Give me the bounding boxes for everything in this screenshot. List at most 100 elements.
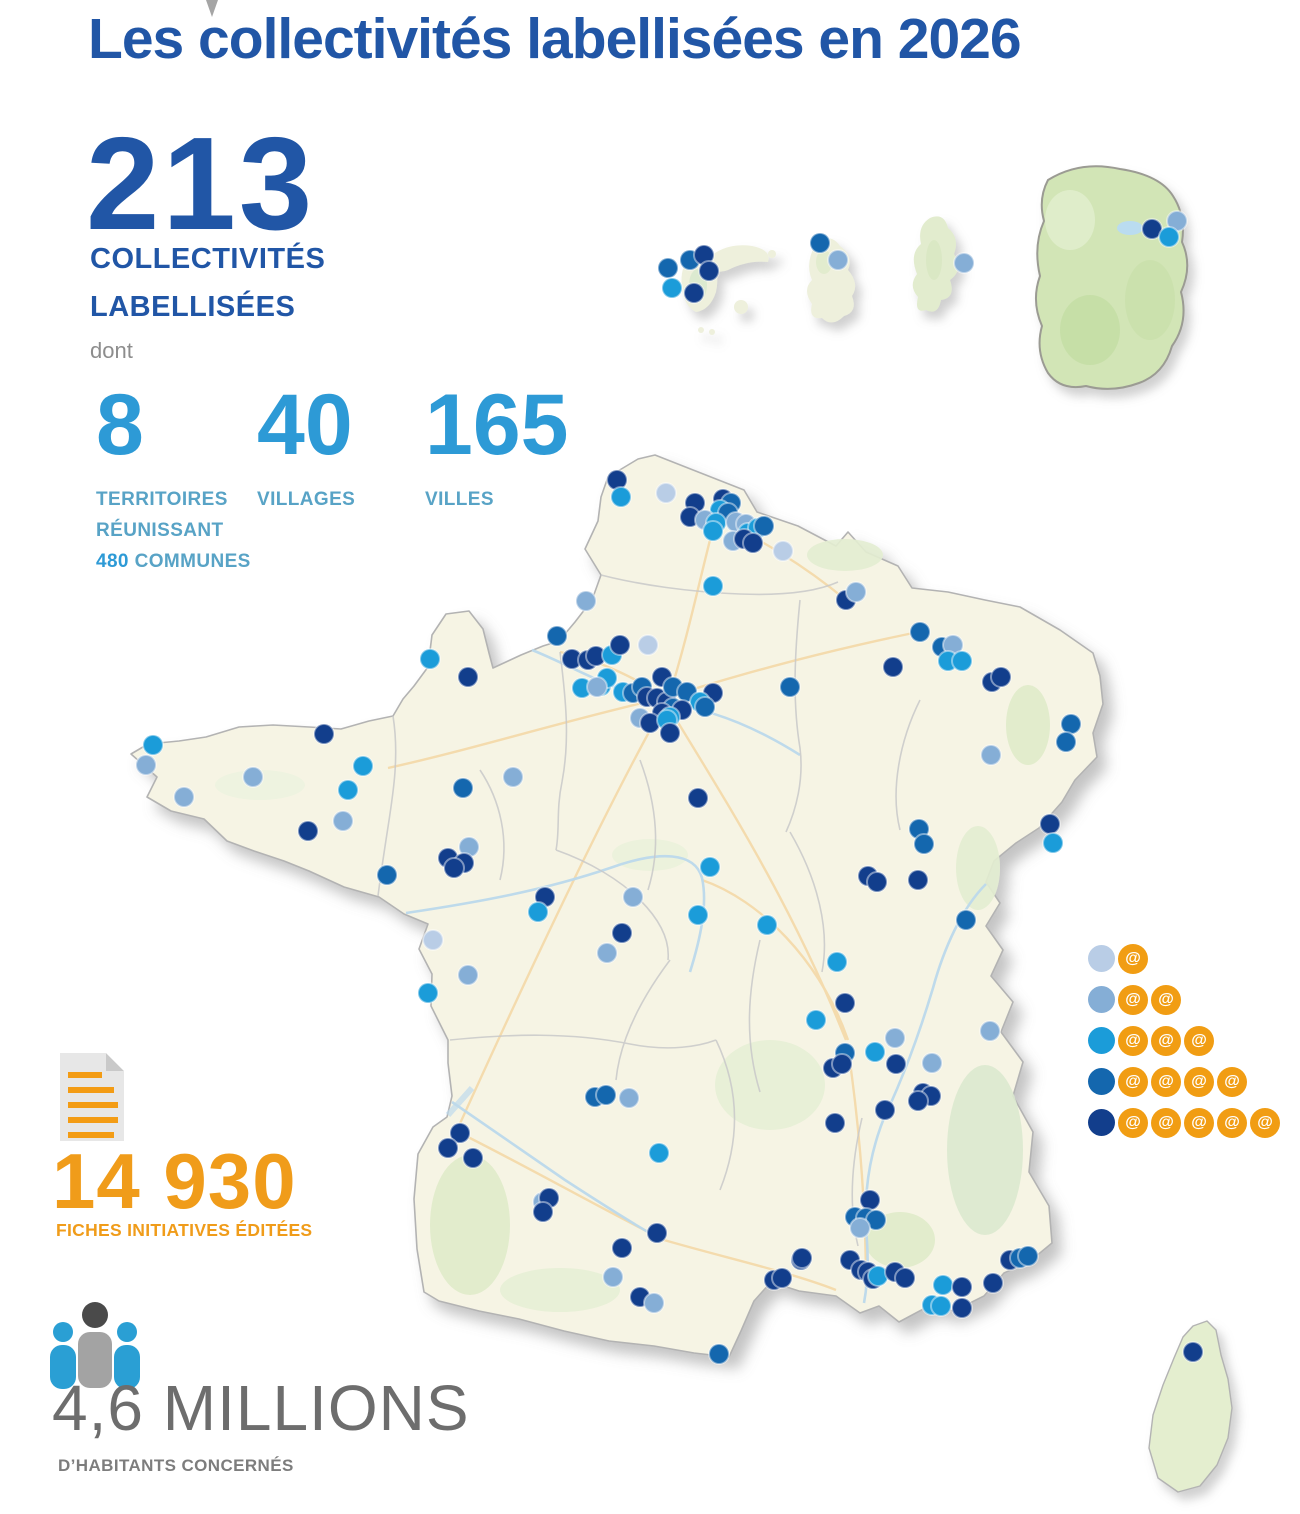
map-dot xyxy=(622,886,644,908)
legend-dot xyxy=(1088,945,1115,972)
map-dot xyxy=(502,766,524,788)
map-dot xyxy=(1182,1341,1204,1363)
map-dot xyxy=(849,1217,871,1239)
map-dot xyxy=(687,787,709,809)
map-dot xyxy=(443,857,465,879)
map-dot xyxy=(618,1087,640,1109)
legend-dot xyxy=(1088,986,1115,1013)
dont-label: dont xyxy=(90,338,133,363)
map-dot xyxy=(646,1222,668,1244)
map-dot xyxy=(532,1201,554,1223)
map-dot xyxy=(457,964,479,986)
map-dot xyxy=(376,864,398,886)
map-dot xyxy=(951,1276,973,1298)
at-badge: @ xyxy=(1118,1066,1148,1097)
map-dot xyxy=(913,833,935,855)
map-dot xyxy=(135,754,157,776)
map-dot xyxy=(659,722,681,744)
legend: @ @ @ @ @ @ @ @ @ @ @ @ @ @ @ xyxy=(1088,938,1280,1143)
inset-guyane xyxy=(1035,165,1189,390)
map-dot xyxy=(702,575,724,597)
map-dot xyxy=(866,871,888,893)
habitants-label: D’HABITANTS CONCERNÉS xyxy=(58,1456,294,1475)
map-dot xyxy=(611,922,633,944)
at-badge: @ xyxy=(1151,984,1181,1015)
map-dot xyxy=(1158,226,1180,248)
at-badge: @ xyxy=(1217,1066,1247,1097)
map-dot xyxy=(242,766,264,788)
map-dot xyxy=(449,1122,471,1144)
map-dot xyxy=(1060,713,1082,735)
map-dot xyxy=(352,755,374,777)
map-dot xyxy=(921,1052,943,1074)
at-badge: @ xyxy=(1151,1025,1181,1056)
map-dot xyxy=(805,1009,827,1031)
stat-territoires: 8 TERRITOIRES RÉUNISSANT 480 COMMUNES xyxy=(96,382,251,577)
territoires-value: 8 xyxy=(96,377,144,473)
map-dot xyxy=(452,777,474,799)
map-dot xyxy=(655,482,677,504)
map-dot xyxy=(611,1237,633,1259)
cropped-pin-artifact xyxy=(206,0,218,17)
france-outline xyxy=(130,454,1104,1358)
map-dot xyxy=(610,486,632,508)
map-dot xyxy=(1039,813,1061,835)
map-dot xyxy=(702,520,724,542)
communes-count: 480 xyxy=(96,551,129,572)
legend-row-3: @ @ @ xyxy=(1088,1020,1280,1061)
map-dot xyxy=(332,810,354,832)
map-dot xyxy=(824,1112,846,1134)
map-dot xyxy=(932,1274,954,1296)
map-dot xyxy=(683,282,705,304)
legend-dot xyxy=(1088,1068,1115,1095)
total-label-line2: LABELLISÉES xyxy=(90,291,296,323)
map-dot xyxy=(313,723,335,745)
map-dot xyxy=(575,590,597,612)
map-dot xyxy=(698,260,720,282)
map-dot xyxy=(699,856,721,878)
villes-label: VILLES xyxy=(425,489,494,510)
map-dot xyxy=(826,951,848,973)
at-badge: @ xyxy=(1151,1107,1181,1138)
map-dot xyxy=(527,901,549,923)
map-dot xyxy=(437,1137,459,1159)
document-icon xyxy=(60,1053,124,1141)
map-dot xyxy=(637,634,659,656)
at-badge: @ xyxy=(1184,1107,1214,1138)
map-dot xyxy=(1055,731,1077,753)
map-dot xyxy=(831,1053,853,1075)
map-dot xyxy=(874,1099,896,1121)
villes-value: 165 xyxy=(425,377,569,473)
legend-row-4: @ @ @ @ xyxy=(1088,1061,1280,1102)
map-dot xyxy=(602,1266,624,1288)
habitants-value: 4,6 MILLIONS xyxy=(52,1372,470,1444)
at-badge: @ xyxy=(1118,984,1148,1015)
fiches-label: FICHES INITIATIVES ÉDITÉES xyxy=(56,1220,313,1240)
map-dot xyxy=(694,696,716,718)
map-dot xyxy=(907,1090,929,1112)
villages-label: VILLAGES xyxy=(257,489,356,510)
territoires-label-line1: TERRITOIRES xyxy=(96,489,228,510)
map-dot xyxy=(1042,832,1064,854)
map-dot xyxy=(894,1267,916,1289)
map-dot xyxy=(422,929,444,951)
at-badge: @ xyxy=(1118,1025,1148,1056)
map-dot xyxy=(417,982,439,1004)
map-dot xyxy=(951,650,973,672)
map-dot xyxy=(546,625,568,647)
map-dot xyxy=(596,942,618,964)
map-dot xyxy=(687,904,709,926)
people-icon xyxy=(40,1300,150,1392)
villages-value: 40 xyxy=(257,377,353,473)
at-badge: @ xyxy=(1151,1066,1181,1097)
map-dot xyxy=(834,992,856,1014)
page-title: Les collectivités labellisées en 2026 xyxy=(88,7,1022,71)
fiches-value: 14 930 xyxy=(52,1137,297,1225)
map-dot xyxy=(1141,218,1163,240)
corsica xyxy=(1148,1320,1233,1493)
map-dot xyxy=(982,1272,1004,1294)
stat-villes: 165 VILLES xyxy=(425,382,569,515)
map-dot xyxy=(885,1053,907,1075)
map-dot xyxy=(609,634,631,656)
